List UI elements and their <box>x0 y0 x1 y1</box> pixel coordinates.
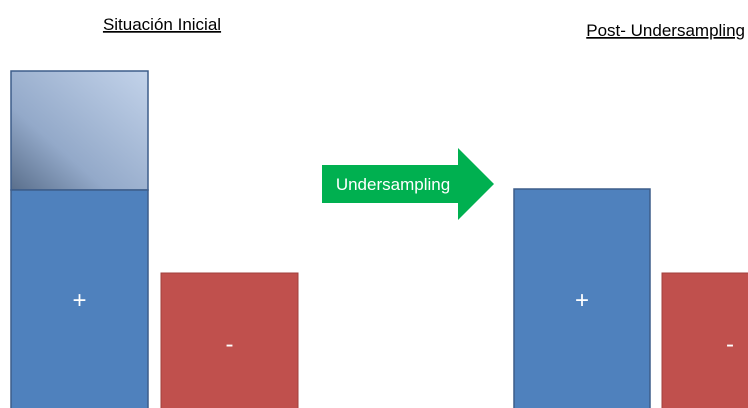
negative-bar <box>160 272 299 408</box>
positive-bar <box>513 188 651 408</box>
positive-bar <box>10 189 149 408</box>
removed-block <box>10 70 149 191</box>
negative-bar <box>661 272 748 408</box>
arrow <box>322 148 494 220</box>
positive-label: + <box>72 287 86 314</box>
positive-label: + <box>575 287 589 314</box>
right-title: Post- Undersampling <box>586 21 745 40</box>
negative-label: - <box>226 331 234 358</box>
left-title: Situación Inicial <box>103 15 221 34</box>
arrow-label: Undersampling <box>336 175 450 194</box>
negative-label: - <box>726 331 734 358</box>
